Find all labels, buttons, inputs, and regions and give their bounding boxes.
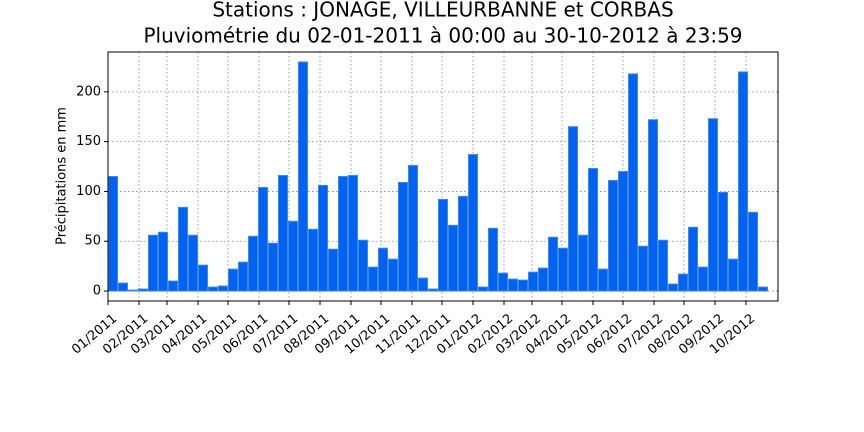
bar: [608, 179, 618, 292]
bar: [578, 234, 588, 292]
y-tick-label: 0: [93, 284, 101, 299]
bar: [248, 235, 258, 292]
bar: [268, 242, 278, 292]
bar: [568, 126, 578, 292]
bar: [168, 280, 178, 292]
bar: [128, 289, 138, 292]
bar: [278, 175, 288, 292]
bar: [648, 119, 658, 292]
bar: [228, 268, 238, 292]
y-tick-label: 150: [76, 134, 101, 149]
bar: [618, 171, 628, 292]
bar: [428, 288, 438, 292]
bar: [438, 198, 448, 292]
bar: [218, 285, 228, 292]
bar: [398, 181, 408, 292]
bar: [508, 278, 518, 292]
y-tick-label: 100: [76, 184, 101, 199]
bar: [738, 71, 748, 292]
bar: [338, 176, 348, 292]
bar: [198, 264, 208, 292]
plot-frame: [107, 51, 779, 302]
bar: [238, 261, 248, 292]
bar: [418, 277, 428, 292]
chart-subtitle: Pluviométrie du 02-01-2011 à 00:00 au 30…: [143, 24, 742, 48]
bar: [488, 227, 498, 292]
bar: [688, 226, 698, 292]
bar: [478, 286, 488, 292]
bar: [548, 236, 558, 292]
bar: [538, 267, 548, 292]
bar: [678, 273, 688, 292]
bar: [468, 154, 478, 292]
bar: [358, 239, 368, 292]
bar: [108, 176, 118, 292]
bar: [758, 286, 768, 292]
bar: [178, 206, 188, 292]
bar: [308, 228, 318, 292]
bar: [728, 258, 738, 292]
bar: [448, 224, 458, 292]
bar: [378, 247, 388, 292]
chart-title: Stations : JONAGE, VILLEURBANNE et CORBA…: [212, 0, 673, 22]
bar: [498, 272, 508, 292]
bar: [458, 195, 468, 292]
y-tick-label: 200: [76, 84, 101, 99]
bar: [628, 73, 638, 292]
bar: [718, 191, 728, 292]
bar: [348, 175, 358, 292]
bar: [158, 231, 168, 292]
bar: [118, 282, 128, 292]
bar: [558, 247, 568, 292]
bar: [388, 258, 398, 292]
bar: [148, 234, 158, 292]
bar: [298, 61, 308, 292]
bar: [258, 186, 268, 292]
y-tick-label: 50: [84, 234, 101, 249]
bar: [528, 271, 538, 292]
bar: [668, 283, 678, 292]
bar: [638, 245, 648, 292]
bar: [698, 266, 708, 292]
bar: [408, 165, 418, 292]
bar: [518, 279, 528, 292]
bar: [288, 220, 298, 292]
bar: [368, 266, 378, 292]
bar: [598, 268, 608, 292]
y-axis-label: Précipitations en mm: [55, 107, 70, 245]
bar: [588, 168, 598, 292]
bar: [748, 211, 758, 292]
bar: [328, 248, 338, 292]
bar: [318, 184, 328, 292]
bar: [658, 239, 668, 292]
bar: [188, 234, 198, 292]
bar: [708, 118, 718, 292]
bar: [138, 288, 148, 292]
bar: [208, 286, 218, 292]
